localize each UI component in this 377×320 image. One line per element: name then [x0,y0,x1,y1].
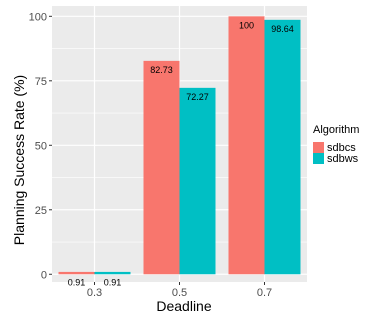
data-label: 0.91 [104,277,122,287]
x-axis: 0.3 0.5 0.7 [87,282,272,299]
legend-title: Algorithm [313,124,359,136]
y-axis: 0 25 50 75 100 [29,11,52,281]
bars [58,16,301,275]
y-tick-label: 25 [35,205,47,217]
x-axis-title: Deadline [156,298,211,314]
legend-label-sdbcs: sdbcs [327,142,356,154]
data-label: 100 [239,20,254,30]
x-tick-label: 0.7 [257,287,272,299]
legend-key-sdbws [313,153,324,164]
bar-sdbws-0.5 [179,87,216,275]
y-tick-label: 50 [35,140,47,152]
x-tick-label: 0.3 [87,287,102,299]
y-tick-label: 0 [41,269,47,281]
y-axis-title: Planning Success Rate (%) [11,75,27,245]
bar-sdbcs-0.7 [228,16,265,275]
legend-label-sdbws: sdbws [327,153,359,165]
data-label: 82.73 [150,65,173,75]
y-tick-label: 75 [35,76,47,88]
bar-sdbcs-0.5 [143,60,180,275]
bar-sdbws-0.3 [94,271,131,275]
x-tick-label: 0.5 [172,287,187,299]
data-label: 0.91 [68,277,86,287]
bar-sdbcs-0.3 [58,271,95,275]
data-labels: 0.91 82.73 100 0.91 72.27 98.64 [68,20,294,287]
bar-sdbws-0.7 [264,19,301,275]
y-tick-label: 100 [29,11,47,23]
data-label: 72.27 [186,92,209,102]
legend-key-sdbcs [313,142,324,153]
data-label: 98.64 [271,24,294,34]
